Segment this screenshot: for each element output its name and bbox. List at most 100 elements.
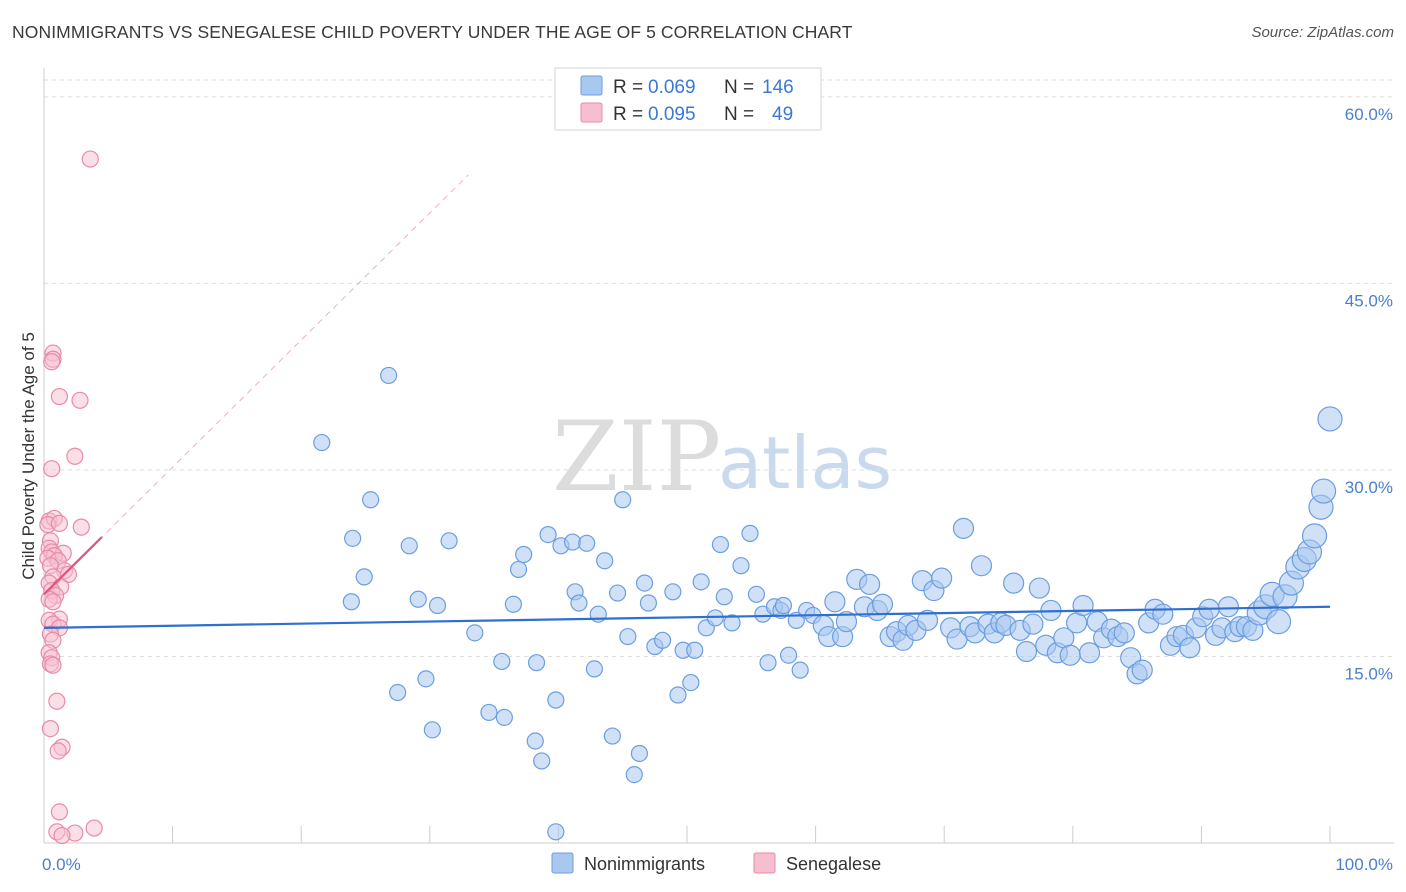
nonimmigrants-point-41 <box>639 594 658 612</box>
nonimmigrants-point-38 <box>625 766 643 784</box>
senegalese-point-5 <box>71 391 89 409</box>
nonimmigrants-point-76 <box>871 593 894 615</box>
trend-lines <box>43 536 1331 629</box>
nonimmigrants-point-53 <box>715 588 733 606</box>
y-tick-label-0: 15.0% <box>1345 664 1393 683</box>
nonimmigrants-point-35 <box>608 584 627 602</box>
nonimmigrants-point-48 <box>686 641 704 659</box>
nonimmigrants-point-12 <box>440 532 458 550</box>
series-label-nonimmigrants: Nonimmigrants <box>584 854 705 874</box>
nonimmigrants-point-36 <box>614 491 632 509</box>
nonimmigrants-point-85 <box>931 567 953 589</box>
nonimmigrants-point-27 <box>563 533 582 551</box>
senegalese-point-47 <box>85 819 103 837</box>
nonimmigrants-point-0 <box>313 433 331 452</box>
y-axis-label: Child Poverty Under the Age of 5 <box>19 332 38 580</box>
senegalese-point-48 <box>53 826 71 845</box>
nonimmigrants-point-17 <box>504 595 522 613</box>
nonimmigrants-point-19 <box>515 545 533 564</box>
zipatlas-watermark: ZIP atlas <box>552 401 892 513</box>
legend-r-label-2: R = <box>613 104 643 125</box>
nonimmigrants-point-40 <box>635 574 654 592</box>
senegalese-point-12 <box>72 518 90 536</box>
nonimmigrants-trend-line <box>43 605 1331 629</box>
nonimmigrants-point-145 <box>1310 478 1337 504</box>
legend-swatch-senegalese <box>580 102 603 123</box>
nonimmigrants-point-143 <box>1301 523 1328 549</box>
nonimmigrants-point-129 <box>1217 596 1240 618</box>
nonimmigrants-point-3 <box>355 568 373 586</box>
legend-n-label-1: N = <box>724 77 754 98</box>
nonimmigrants-point-99 <box>1022 613 1044 635</box>
senegalese-point-39 <box>44 656 62 674</box>
y-tick-labels: 15.0% 30.0% 45.0% 60.0% <box>1345 105 1393 684</box>
y-tick-label-2: 45.0% <box>1345 291 1393 310</box>
nonimmigrants-point-147 <box>774 596 793 615</box>
nonimmigrants-point-96 <box>1003 572 1025 594</box>
senegalese-trend-extension <box>43 174 469 595</box>
nonimmigrants-point-4 <box>344 529 362 547</box>
senegalese-points <box>39 150 103 845</box>
senegalese-reference-line <box>43 174 469 595</box>
nonimmigrants-point-15 <box>493 652 511 671</box>
senegalese-point-4 <box>50 387 69 406</box>
watermark-zip: ZIP <box>552 401 721 513</box>
nonimmigrants-point-83 <box>916 609 939 632</box>
senegalese-point-7 <box>43 460 61 478</box>
nonimmigrants-point-29 <box>570 594 588 612</box>
nonimmigrants-point-88 <box>952 517 975 539</box>
nonimmigrants-point-56 <box>741 524 759 542</box>
nonimmigrants-point-23 <box>539 525 557 544</box>
nonimmigrants-point-69 <box>824 591 846 613</box>
nonimmigrants-point-14 <box>480 703 498 722</box>
nonimmigrants-point-37 <box>619 627 637 646</box>
legend-swatch-nonimmigrants <box>580 75 603 96</box>
nonimmigrants-point-146 <box>1317 406 1343 432</box>
nonimmigrants-point-100 <box>1028 577 1050 599</box>
x-tick-labels: 0.0% 100.0% <box>42 855 1393 874</box>
nonimmigrants-point-24 <box>547 823 565 841</box>
senegalese-point-29 <box>44 593 62 611</box>
nonimmigrants-point-5 <box>342 593 360 611</box>
gridlines <box>44 79 1394 657</box>
legend-r-label-1: R = <box>613 77 643 98</box>
nonimmigrants-point-18 <box>509 560 528 579</box>
nonimmigrants-point-55 <box>732 557 750 575</box>
legend-r-value-1: 0.069 <box>648 77 696 98</box>
y-tick-label-1: 30.0% <box>1345 478 1393 497</box>
nonimmigrants-point-98 <box>1015 640 1038 663</box>
nonimmigrants-point-49 <box>692 573 710 591</box>
nonimmigrants-point-113 <box>1113 622 1135 644</box>
nonimmigrants-point-43 <box>653 631 672 649</box>
nonimmigrants-point-123 <box>1179 637 1201 659</box>
nonimmigrants-point-116 <box>1131 659 1153 681</box>
senegalese-point-43 <box>49 742 67 760</box>
nonimmigrants-point-21 <box>527 654 546 672</box>
nonimmigrants-point-74 <box>859 573 881 595</box>
nonimmigrants-point-8 <box>409 590 427 608</box>
legend-n-value-2: 49 <box>772 104 793 125</box>
legend-n-value-1: 146 <box>762 77 794 98</box>
nonimmigrants-point-108 <box>1078 642 1101 664</box>
nonimmigrants-point-105 <box>1059 644 1081 666</box>
nonimmigrants-point-59 <box>759 654 777 672</box>
series-swatch-nonimmigrants <box>551 852 574 874</box>
nonimmigrants-point-52 <box>711 535 730 554</box>
x-tick-label-1: 100.0% <box>1335 855 1393 874</box>
senegalese-trend-line <box>43 536 103 596</box>
senegalese-point-11 <box>50 514 69 533</box>
senegalese-point-6 <box>66 447 84 465</box>
series-legend: Nonimmigrants Senegalese <box>551 852 881 874</box>
nonimmigrants-point-57 <box>747 585 766 603</box>
source-label: Source: ZipAtlas.com <box>1251 24 1394 41</box>
series-label-senegalese: Senegalese <box>786 854 881 874</box>
nonimmigrants-point-25 <box>547 691 565 709</box>
nonimmigrants-point-34 <box>603 727 622 745</box>
correlation-legend: R = 0.069 N = 146 R = 0.095 N = 49 <box>554 67 822 131</box>
nonimmigrants-point-39 <box>630 744 649 763</box>
nonimmigrants-point-9 <box>417 670 435 688</box>
legend-n-label-2: N = <box>724 104 754 125</box>
senegalese-point-41 <box>41 719 60 738</box>
nonimmigrants-point-44 <box>664 583 682 601</box>
